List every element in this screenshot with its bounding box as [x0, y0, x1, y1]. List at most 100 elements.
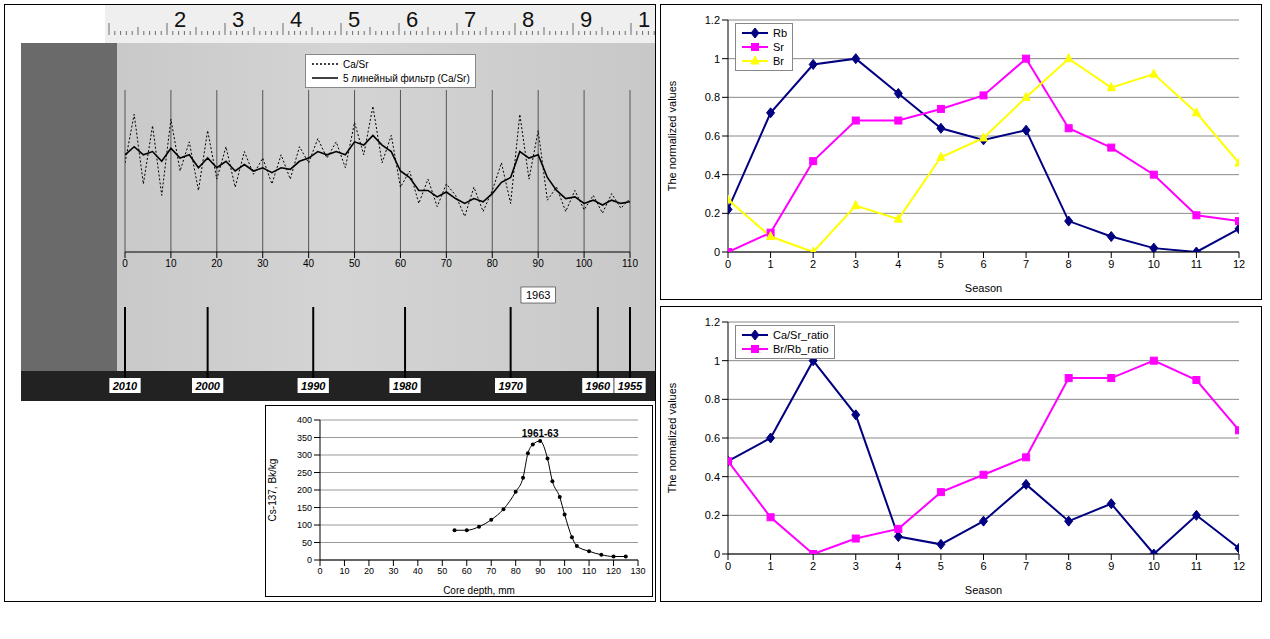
svg-text:1: 1	[768, 560, 774, 572]
svg-text:3: 3	[232, 7, 244, 32]
svg-text:11: 11	[1191, 560, 1202, 572]
svg-text:100: 100	[297, 520, 312, 530]
svg-text:12: 12	[1233, 560, 1245, 572]
svg-text:1: 1	[714, 355, 720, 367]
svg-text:0.6: 0.6	[705, 130, 720, 142]
svg-text:90: 90	[535, 566, 545, 576]
svg-text:8: 8	[1066, 258, 1072, 270]
svg-text:0.8: 0.8	[705, 393, 720, 405]
svg-text:40: 40	[413, 566, 423, 576]
svg-text:0.2: 0.2	[705, 207, 720, 219]
svg-text:The normalized values: The normalized values	[666, 80, 678, 191]
svg-text:0: 0	[317, 566, 322, 576]
svg-text:400: 400	[297, 415, 312, 425]
svg-text:30: 30	[388, 566, 398, 576]
svg-text:6: 6	[980, 258, 986, 270]
svg-text:130: 130	[630, 566, 645, 576]
svg-text:90: 90	[533, 258, 545, 269]
svg-text:1960: 1960	[586, 380, 611, 392]
svg-text:50: 50	[349, 258, 361, 269]
svg-text:5: 5	[938, 258, 944, 270]
svg-text:6: 6	[406, 7, 418, 32]
svg-text:10: 10	[165, 258, 177, 269]
svg-text:350: 350	[297, 433, 312, 443]
svg-text:200: 200	[297, 485, 312, 495]
svg-text:3: 3	[853, 560, 859, 572]
svg-text:1: 1	[768, 258, 774, 270]
svg-text:110: 110	[622, 258, 638, 269]
svg-text:80: 80	[511, 566, 521, 576]
svg-text:1.2: 1.2	[705, 316, 720, 328]
svg-text:Season: Season	[965, 584, 1002, 596]
svg-text:4: 4	[290, 7, 302, 32]
svg-text:80: 80	[487, 258, 499, 269]
svg-text:12: 12	[1233, 258, 1245, 270]
svg-text:10: 10	[339, 566, 349, 576]
svg-text:2: 2	[174, 7, 186, 32]
svg-text:11: 11	[1191, 258, 1202, 270]
svg-text:4: 4	[895, 258, 901, 270]
svg-text:100: 100	[557, 566, 572, 576]
svg-text:6: 6	[980, 560, 986, 572]
svg-text:0.8: 0.8	[705, 91, 720, 103]
svg-text:70: 70	[441, 258, 453, 269]
svg-text:4: 4	[895, 560, 901, 572]
svg-text:0: 0	[714, 548, 720, 560]
svg-text:1990: 1990	[301, 380, 326, 392]
svg-text:9: 9	[580, 7, 592, 32]
svg-text:100: 100	[576, 258, 593, 269]
svg-text:0: 0	[122, 258, 128, 269]
svg-text:250: 250	[297, 468, 312, 478]
svg-text:30: 30	[257, 258, 269, 269]
svg-text:5: 5	[938, 560, 944, 572]
svg-text:20: 20	[211, 258, 223, 269]
svg-text:60: 60	[462, 566, 472, 576]
svg-text:0: 0	[725, 258, 731, 270]
svg-text:0.4: 0.4	[705, 471, 720, 483]
svg-text:1970: 1970	[498, 380, 523, 392]
svg-text:20: 20	[364, 566, 374, 576]
svg-text:3: 3	[853, 258, 859, 270]
svg-text:0.2: 0.2	[705, 509, 720, 521]
svg-text:Season: Season	[965, 282, 1002, 294]
svg-text:10: 10	[1148, 560, 1160, 572]
svg-text:Core depth, mm: Core depth, mm	[443, 585, 515, 596]
svg-text:300: 300	[297, 450, 312, 460]
svg-text:0.6: 0.6	[705, 432, 720, 444]
svg-text:9: 9	[1108, 258, 1114, 270]
svg-text:8: 8	[522, 7, 534, 32]
svg-text:50: 50	[302, 538, 312, 548]
svg-text:60: 60	[395, 258, 407, 269]
svg-text:2010: 2010	[112, 380, 138, 392]
svg-text:7: 7	[1023, 258, 1029, 270]
svg-text:40: 40	[303, 258, 315, 269]
svg-text:110: 110	[582, 566, 596, 576]
svg-text:7: 7	[1023, 560, 1029, 572]
svg-text:7: 7	[464, 7, 476, 32]
svg-text:1961-63: 1961-63	[522, 428, 559, 439]
svg-text:1955: 1955	[618, 380, 643, 392]
svg-text:2: 2	[810, 258, 816, 270]
svg-text:0.4: 0.4	[705, 169, 720, 181]
svg-text:150: 150	[297, 503, 312, 513]
svg-text:120: 120	[606, 566, 621, 576]
svg-text:5: 5	[348, 7, 360, 32]
svg-text:8: 8	[1066, 560, 1072, 572]
svg-text:0: 0	[307, 555, 312, 565]
svg-text:2000: 2000	[194, 380, 220, 392]
svg-text:1963: 1963	[526, 289, 550, 301]
svg-text:70: 70	[486, 566, 496, 576]
svg-text:1: 1	[638, 7, 650, 32]
svg-text:50: 50	[437, 566, 447, 576]
html-text:Ca/Sr: Ca/Sr	[343, 58, 369, 70]
svg-text:0: 0	[714, 246, 720, 258]
svg-text:1: 1	[714, 53, 720, 65]
svg-text:Cs-137, Bk/kg: Cs-137, Bk/kg	[267, 459, 278, 522]
svg-text:9: 9	[1108, 560, 1114, 572]
svg-text:The normalized values: The normalized values	[666, 382, 678, 493]
svg-text:2: 2	[810, 560, 816, 572]
svg-text:1980: 1980	[393, 380, 418, 392]
svg-text:0: 0	[725, 560, 731, 572]
svg-text:10: 10	[1148, 258, 1160, 270]
svg-text:1.2: 1.2	[705, 14, 720, 26]
